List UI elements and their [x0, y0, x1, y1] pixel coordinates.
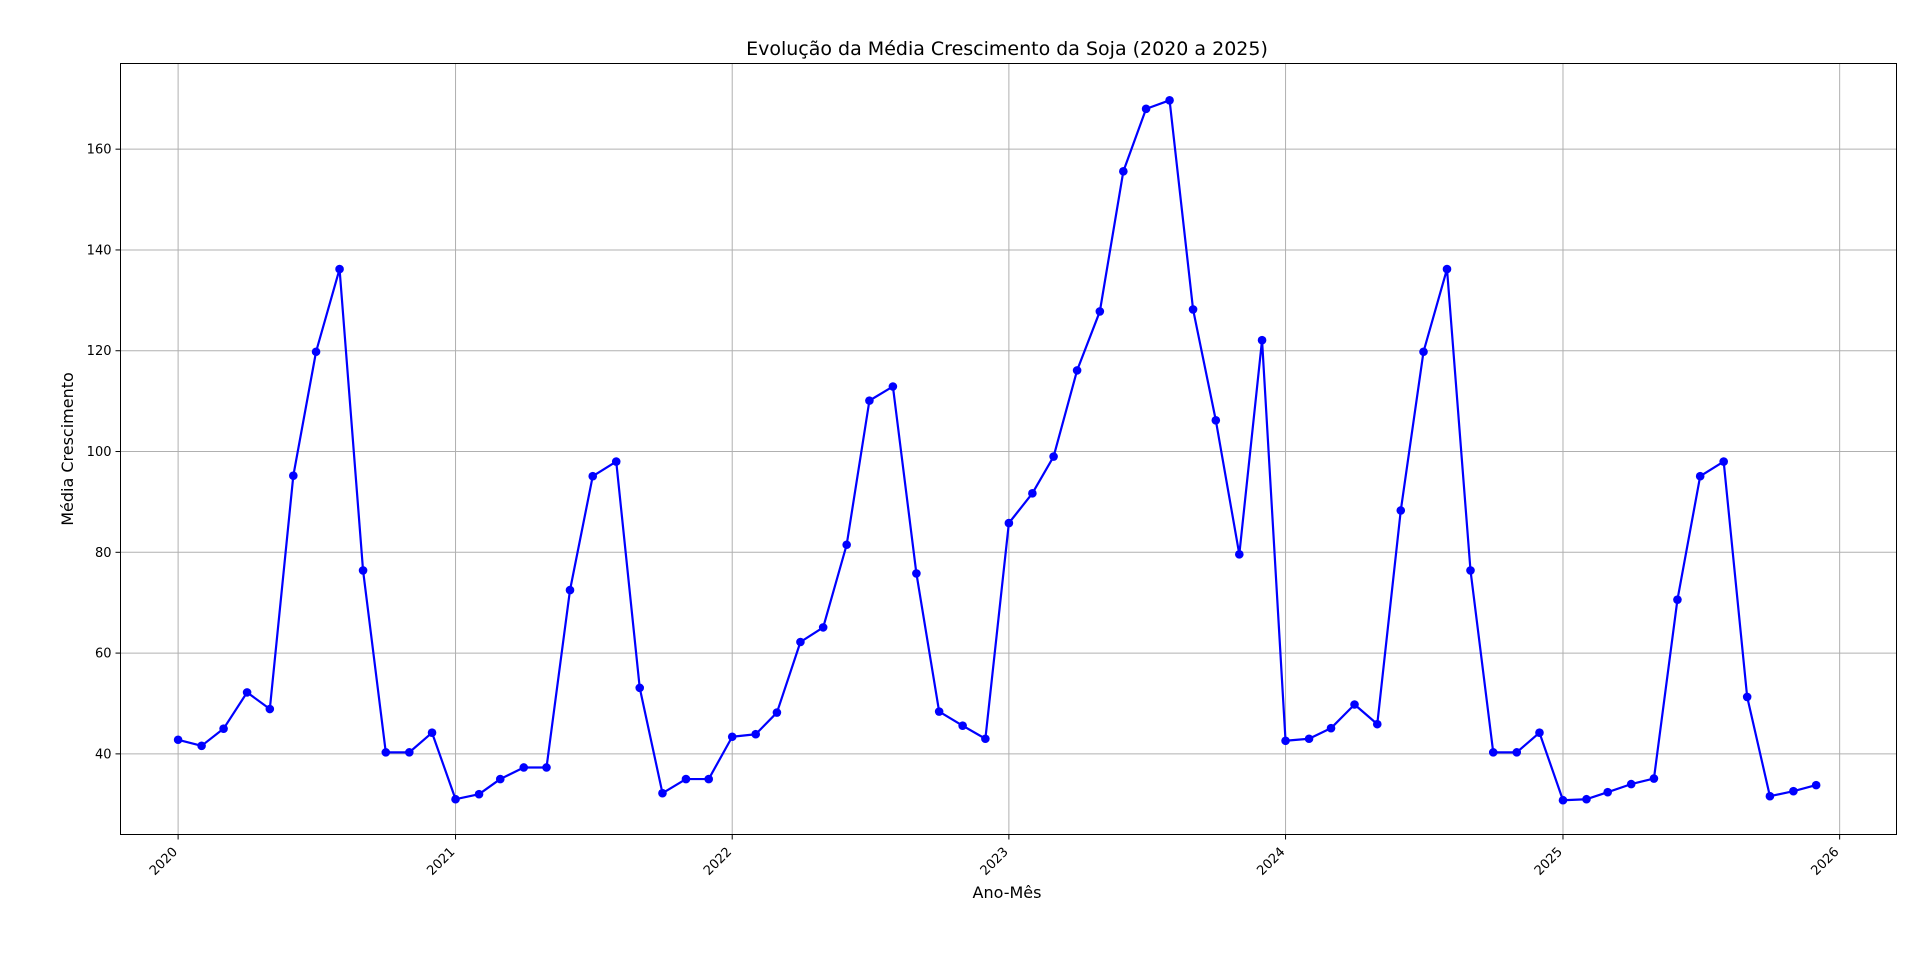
data-point — [1419, 347, 1428, 357]
x-tick-label: 2025 — [1532, 845, 1566, 879]
data-point — [658, 788, 667, 798]
data-point — [1765, 791, 1775, 801]
data-point — [1211, 415, 1221, 425]
data-point — [451, 794, 460, 804]
data-point — [1004, 518, 1014, 528]
data-point — [1028, 489, 1037, 498]
data-point — [1372, 719, 1382, 729]
y-axis-label: Média Crescimento — [58, 372, 77, 526]
data-point — [1119, 167, 1128, 176]
data-point — [1257, 335, 1267, 345]
ticks: 2020 2021 2022 2023 2024 2025 2026 40 60 80 100 120… — [87, 143, 1843, 879]
data-point — [474, 789, 484, 799]
data-point — [1466, 566, 1475, 575]
x-tick-label: 2021 — [424, 845, 458, 879]
data-point — [358, 566, 368, 575]
data-point — [1188, 305, 1198, 314]
marker-layer — [173, 95, 1821, 805]
data-point — [335, 264, 344, 274]
y-tick-label: 60 — [95, 647, 112, 662]
data-point — [888, 382, 898, 391]
data-point — [1326, 723, 1336, 733]
data-point — [1281, 736, 1290, 746]
x-tick-label: 2023 — [978, 845, 1012, 879]
y-tick-label: 100 — [87, 445, 112, 460]
data-point — [565, 585, 575, 595]
data-point — [865, 396, 874, 405]
data-point — [1535, 728, 1544, 738]
data-point — [1049, 452, 1058, 461]
data-point — [1512, 748, 1522, 757]
data-point — [1304, 734, 1314, 744]
x-tick-label: 2024 — [1254, 845, 1288, 879]
data-point — [1141, 104, 1151, 114]
y-tick-label: 80 — [95, 546, 112, 561]
data-point — [381, 748, 391, 757]
data-point — [958, 721, 967, 730]
data-point — [635, 683, 645, 693]
chart-title: Evolução da Média Crescimento da Soja (2… — [746, 38, 1268, 60]
series-line-layer — [177, 99, 1817, 802]
data-point — [818, 623, 828, 632]
data-point — [1235, 550, 1244, 559]
data-point — [842, 540, 851, 550]
x-tick-label: 2026 — [1808, 845, 1842, 879]
data-point — [495, 774, 505, 784]
data-point — [1603, 787, 1612, 797]
data-point — [588, 471, 598, 481]
y-tick-label: 120 — [87, 344, 112, 359]
data-point — [311, 347, 321, 357]
data-point — [197, 741, 206, 751]
data-point — [1350, 700, 1359, 709]
data-point — [1811, 780, 1821, 790]
x-tick-label: 2022 — [701, 845, 735, 879]
data-point — [1719, 457, 1728, 466]
y-tick-label: 160 — [87, 143, 112, 158]
x-axis-label: Ano-Mês — [973, 883, 1042, 902]
data-point — [427, 728, 437, 738]
data-point — [242, 688, 252, 697]
data-point — [1673, 595, 1682, 604]
data-point — [1582, 794, 1591, 804]
data-point — [611, 457, 621, 466]
grid — [120, 63, 1897, 835]
data-point — [219, 724, 228, 733]
y-tick-label: 40 — [95, 747, 112, 762]
data-point — [1695, 471, 1705, 481]
data-point — [1442, 264, 1452, 274]
data-point — [704, 774, 714, 784]
data-point — [1165, 95, 1174, 105]
data-point — [405, 748, 414, 757]
data-point — [1649, 774, 1659, 783]
data-point — [1072, 366, 1082, 375]
data-point — [751, 729, 761, 739]
data-point — [934, 707, 944, 716]
series-line — [177, 99, 1817, 802]
data-point — [173, 735, 183, 745]
y-tick-label: 140 — [87, 243, 112, 258]
data-point — [265, 704, 275, 714]
data-point — [681, 774, 691, 784]
data-point — [1488, 748, 1498, 757]
data-point — [727, 732, 737, 742]
data-point — [1626, 779, 1636, 789]
data-point — [1095, 307, 1105, 316]
data-point — [1742, 692, 1752, 702]
data-point — [912, 569, 921, 578]
data-point — [1396, 506, 1406, 515]
data-point — [542, 763, 551, 772]
data-point — [981, 734, 990, 744]
data-point — [796, 637, 805, 647]
data-point — [519, 763, 529, 772]
data-point — [1558, 795, 1568, 805]
data-point — [289, 471, 298, 481]
data-point — [1789, 786, 1798, 796]
x-tick-label: 2020 — [147, 845, 181, 879]
data-point — [772, 708, 782, 717]
